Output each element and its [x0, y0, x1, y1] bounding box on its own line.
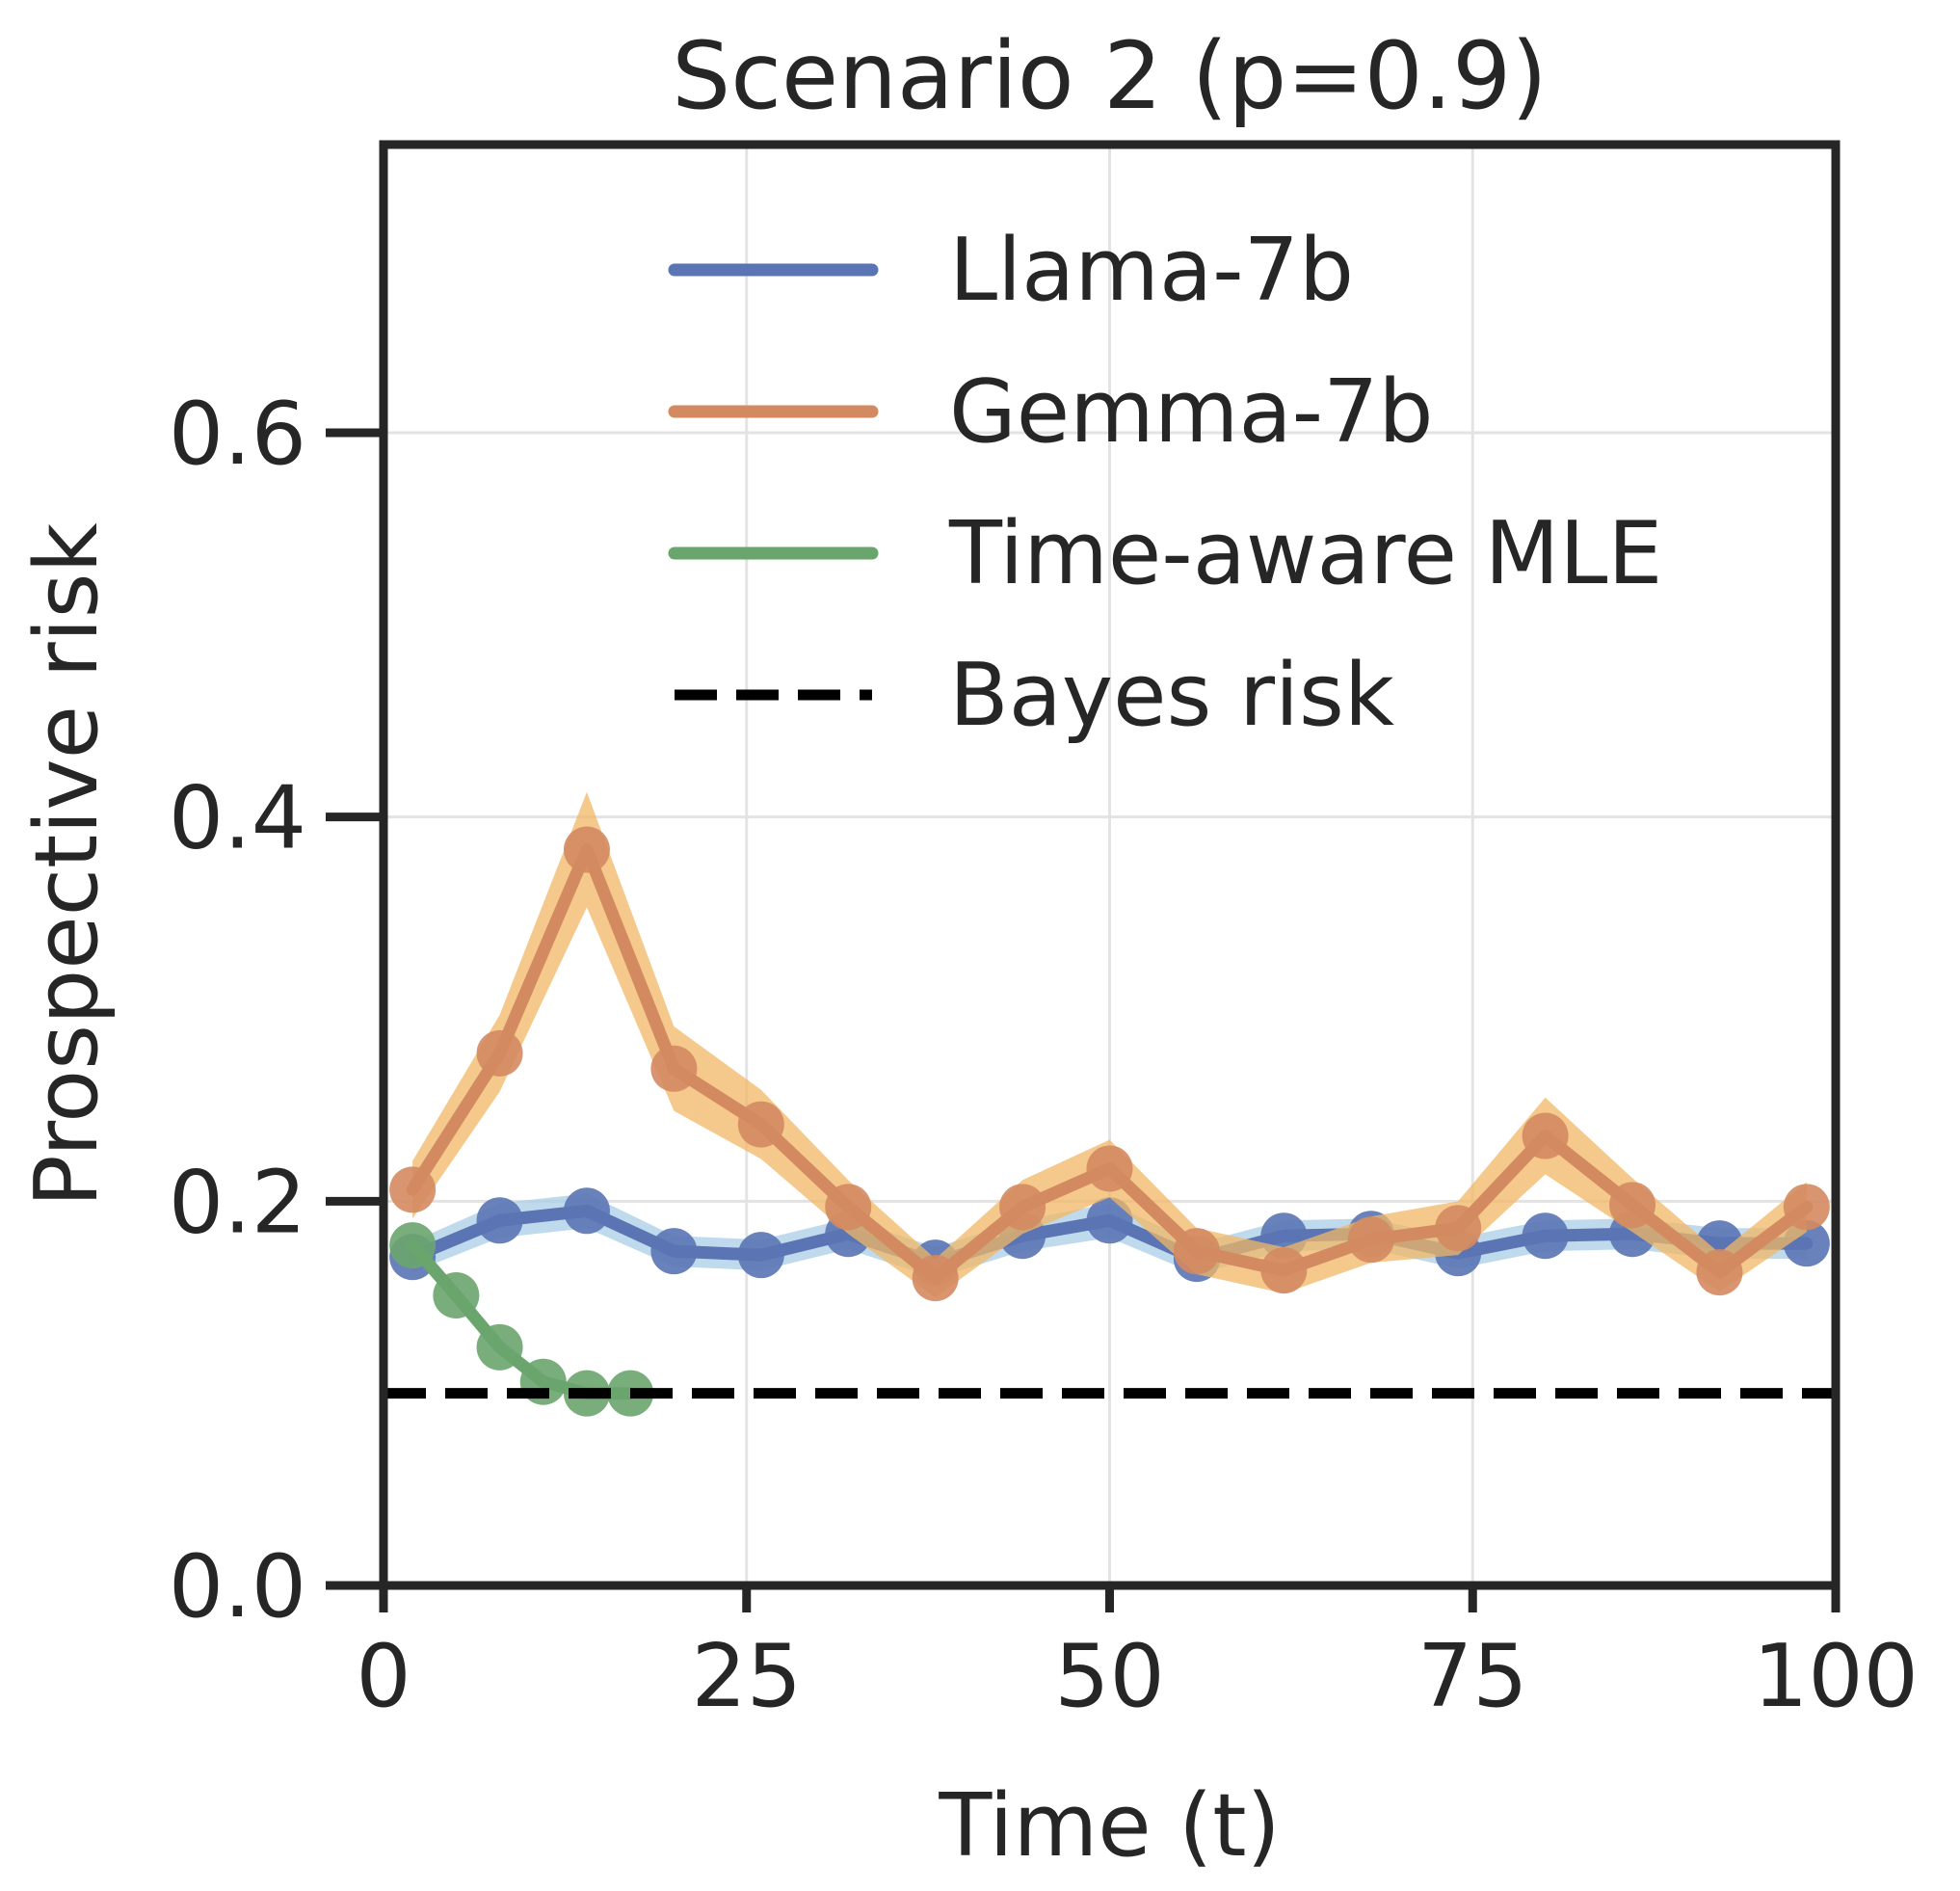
legend-label: Time-aware MLE	[948, 503, 1662, 604]
chart-title: Scenario 2 (p=0.9)	[672, 22, 1547, 130]
y-tick-label: 0.6	[169, 384, 306, 485]
series-gemma-7b	[389, 791, 1830, 1302]
legend-item-bayes-risk: Bayes risk	[675, 645, 1394, 746]
x-tick-label: 50	[1054, 1626, 1165, 1727]
legend-label: Gemma-7b	[949, 361, 1433, 463]
legend-item-llama-7b: Llama-7b	[668, 220, 1354, 321]
series-time-aware-mle	[389, 1222, 654, 1417]
series-line	[406, 843, 1814, 1285]
x-tick-label: 100	[1753, 1626, 1919, 1727]
legend: Llama-7b Gemma-7b Time-aware MLE Bayes risk	[668, 220, 1662, 746]
x-tick-label: 75	[1417, 1626, 1528, 1727]
series-line	[406, 1204, 1814, 1269]
y-tick-label: 0.2	[169, 1152, 306, 1253]
legend-item-gemma-7b: Gemma-7b	[668, 361, 1433, 463]
legend-label: Llama-7b	[949, 220, 1354, 321]
axis-ticks: 0 25 50 75 100 0.0 0.2 0.4 0.6	[169, 384, 1919, 1727]
x-tick-label: 25	[691, 1626, 802, 1727]
y-tick-label: 0.0	[169, 1536, 306, 1638]
x-axis-label: Time (t)	[938, 1775, 1280, 1877]
series-llama-7b	[389, 1187, 1830, 1287]
series-layer	[384, 791, 1836, 1417]
y-axis-label: Prospective risk	[16, 522, 118, 1207]
series-line	[406, 1238, 637, 1400]
legend-item-time-aware-mle: Time-aware MLE	[668, 503, 1662, 604]
legend-label: Bayes risk	[949, 645, 1394, 746]
confidence-band	[412, 791, 1807, 1297]
y-tick-label: 0.4	[169, 768, 306, 869]
x-tick-label: 0	[356, 1626, 411, 1727]
